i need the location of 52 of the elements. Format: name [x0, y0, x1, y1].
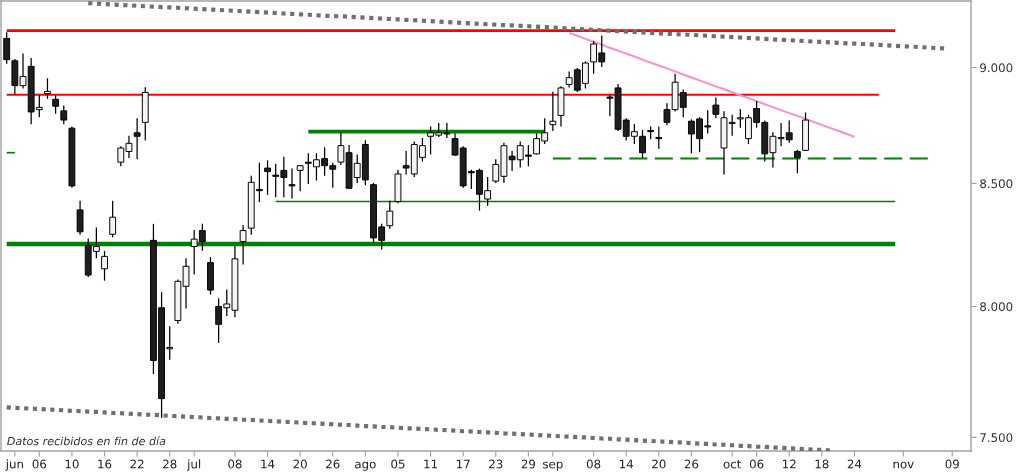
y-tick-label: 9.000	[980, 63, 1013, 73]
candlestick	[386, 200, 394, 229]
x-tick-label: 24	[847, 459, 862, 469]
x-tick-label: 29	[521, 459, 536, 469]
candlestick	[76, 200, 84, 235]
candlestick	[712, 97, 720, 119]
x-tick-label: 08	[228, 459, 242, 469]
x-tick-label: oct	[723, 460, 742, 469]
x-tick-label: 28	[163, 459, 177, 469]
x-tick-label: 08	[586, 459, 601, 469]
x-tick-label: 14	[261, 459, 275, 469]
x-tick-label: 06	[749, 459, 764, 469]
x-tick-label: nov	[893, 461, 914, 469]
x-tick-label: 26	[326, 459, 340, 469]
candlestick	[44, 78, 51, 99]
line-series	[86, 1, 947, 51]
x-tick-label: 11	[424, 459, 437, 469]
y-tick-label: 7.500	[980, 433, 1013, 443]
annotation: Datos recibidos en fin de día	[7, 436, 166, 446]
x-tick-label: 26	[684, 459, 699, 469]
x-tick-label: 22	[130, 459, 144, 469]
x-tick-label: 09	[945, 459, 959, 469]
y-tick-label: 8.000	[980, 302, 1013, 312]
x-tick-label: ago	[355, 461, 376, 471]
candlestick	[549, 91, 557, 132]
candlestick	[264, 160, 271, 195]
x-tick-label: sep	[543, 461, 563, 471]
x-tick-label: 05	[391, 459, 405, 469]
x-tick-label: jun	[5, 459, 23, 471]
candlestick	[133, 118, 141, 160]
x-tick-label: 23	[489, 459, 503, 469]
candlestick	[288, 168, 296, 199]
candlestick	[793, 149, 801, 174]
x-tick-label: 20	[652, 459, 666, 469]
x-tick-label: 16	[98, 459, 112, 469]
candlestick	[101, 250, 108, 281]
x-tick-label: 06	[32, 459, 47, 469]
candlestick	[655, 126, 663, 149]
line-series	[4, 405, 833, 451]
x-tick-label: 14	[619, 459, 634, 469]
x-tick-label: 10	[65, 459, 79, 469]
x-tick-label: 20	[293, 459, 307, 469]
x-tick-label: 12	[783, 459, 796, 469]
y-tick-label: 8.500	[980, 179, 1013, 189]
candlestick	[239, 225, 247, 265]
x-tick-label: 18	[815, 459, 829, 469]
x-tick-label: 17	[456, 459, 470, 469]
candlestick	[109, 200, 117, 238]
line-series	[568, 31, 856, 138]
candlestick	[3, 32, 11, 64]
candlestick	[296, 165, 304, 192]
x-tick-label: jul	[186, 459, 201, 471]
